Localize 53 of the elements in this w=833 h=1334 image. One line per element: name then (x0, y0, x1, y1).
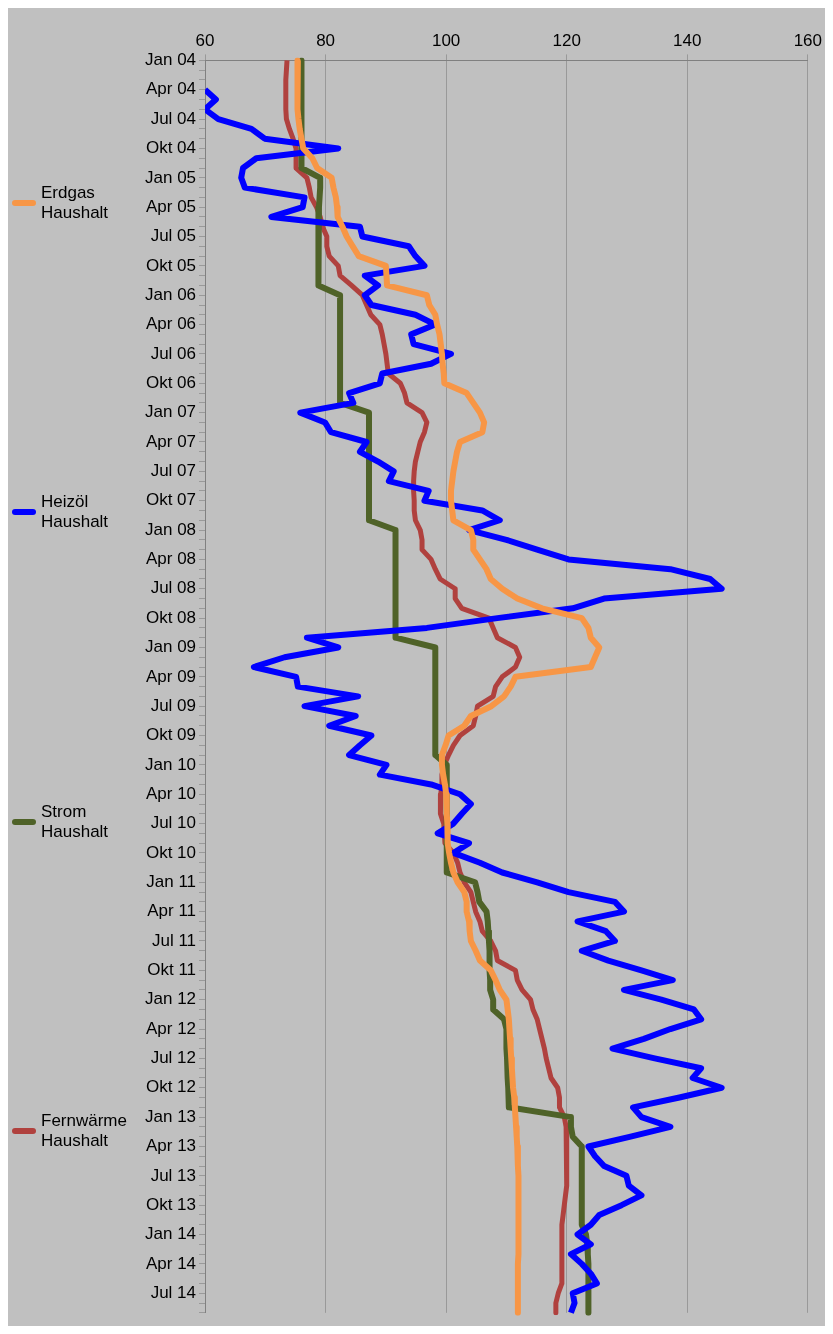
legend-label: Erdgas Haushalt (41, 182, 110, 223)
y-tick-label: Jul 11 (151, 930, 197, 950)
y-tick-label: Okt 04 (145, 138, 197, 158)
y-tick-label: Jan 11 (146, 871, 197, 891)
y-tick-label: Apr 08 (145, 549, 197, 569)
y-tick-label: Jul 14 (150, 1282, 197, 1302)
y-tick-label: Jan 14 (144, 1224, 197, 1244)
y-tick-label: Okt 12 (145, 1077, 197, 1097)
y-tick-label: Apr 04 (145, 79, 197, 99)
y-tick-label: Jul 05 (150, 226, 197, 246)
x-tick-label: 100 (431, 30, 461, 50)
y-tick-label: Jan 05 (144, 167, 197, 187)
y-tick-label: Okt 11 (147, 960, 197, 980)
y-tick-label: Apr 09 (145, 666, 197, 686)
y-tick-label: Okt 10 (145, 842, 197, 862)
x-tick-label: 60 (195, 30, 215, 50)
y-tick-label: Apr 13 (145, 1136, 197, 1156)
y-tick-label: Apr 14 (145, 1253, 197, 1273)
y-tick-label: Okt 06 (145, 372, 197, 392)
legend-label: Strom Haushalt (41, 801, 110, 842)
y-tick-label: Apr 11 (147, 901, 197, 921)
y-tick-label: Okt 08 (145, 607, 197, 627)
y-tick-label: Jan 07 (144, 402, 197, 422)
y-tick-label: Okt 07 (145, 490, 197, 510)
y-tick-label: Jul 08 (150, 578, 197, 598)
y-tick-label: Jan 13 (144, 1106, 197, 1126)
y-tick-label: Jan 12 (144, 989, 197, 1009)
y-tick-label: Apr 05 (145, 196, 197, 216)
y-tick-label: Okt 09 (145, 725, 197, 745)
y-tick-label: Apr 07 (145, 431, 197, 451)
y-tick-label: Jul 06 (150, 343, 197, 363)
x-tick-label: 140 (673, 30, 702, 50)
x-tick-label: 160 (793, 30, 823, 50)
y-tick-label: Apr 10 (145, 783, 197, 803)
legend-label: Fernwärme Haushalt (41, 1111, 128, 1152)
y-tick-label: Jan 09 (144, 637, 197, 657)
y-tick-label: Jan 08 (144, 519, 197, 539)
y-tick-label: Apr 06 (145, 314, 197, 334)
y-tick-label: Jul 09 (150, 695, 197, 715)
y-tick-label: Apr 12 (145, 1018, 197, 1038)
y-tick-label: Jan 04 (144, 50, 197, 70)
legend-label: Heizöl Haushalt (41, 492, 110, 533)
x-tick-label: 80 (316, 30, 336, 50)
y-tick-label: Jan 10 (144, 754, 197, 774)
y-tick-label: Jul 12 (150, 1048, 197, 1068)
y-tick-label: Okt 05 (145, 255, 197, 275)
y-tick-label: Okt 13 (145, 1194, 197, 1214)
x-tick-label: 120 (552, 30, 581, 50)
y-tick-label: Jul 10 (150, 813, 197, 833)
y-tick-label: Jul 07 (150, 461, 197, 481)
y-tick-label: Jan 06 (144, 284, 197, 304)
y-tick-label: Jul 13 (150, 1165, 197, 1185)
y-tick-label: Jul 04 (150, 108, 197, 128)
